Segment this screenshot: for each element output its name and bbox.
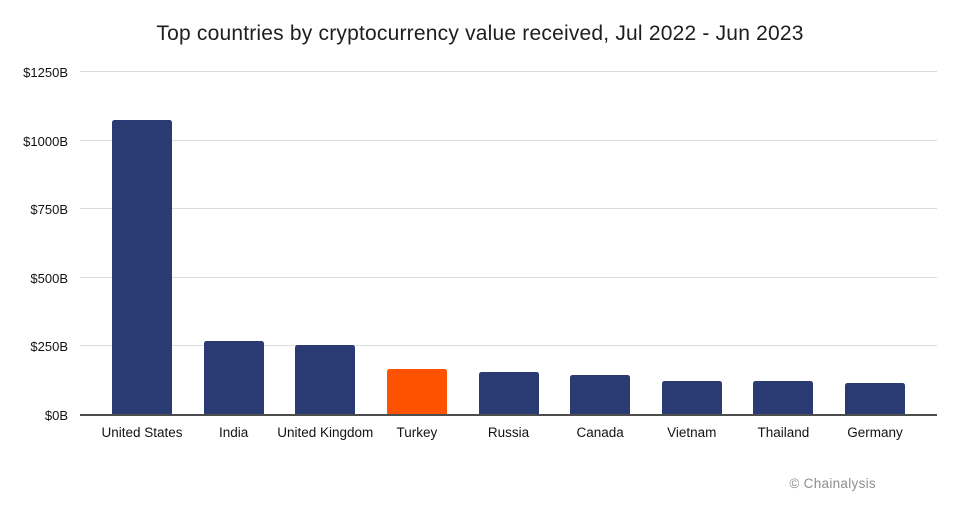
gridline	[80, 71, 937, 72]
x-tick-label: Thailand	[757, 425, 810, 440]
x-tick-label: United Kingdom	[277, 425, 374, 440]
bars: United States India United Kingdom Turkey Ru…	[80, 73, 937, 440]
bar-slot: United Kingdom	[277, 73, 373, 440]
bar-slot: Canada	[570, 73, 631, 440]
bar-slot: Turkey	[386, 73, 447, 440]
bar-united-states	[112, 120, 172, 414]
y-tick-label: $250B	[30, 339, 68, 355]
bar-turkey	[386, 368, 447, 414]
bar-united-kingdom	[295, 344, 356, 414]
gridline	[80, 276, 937, 278]
bar-vietnam	[661, 380, 722, 414]
gridline	[80, 345, 937, 347]
bar-germany	[845, 383, 905, 414]
y-tick-label: $750B	[30, 202, 68, 218]
bar-india	[203, 340, 264, 414]
gridline	[80, 208, 937, 210]
y-tick-label: $0B	[44, 408, 68, 423]
x-tick-label: Turkey	[396, 425, 438, 440]
y-tick-label: $500B	[30, 270, 68, 286]
bar-slot: United States	[101, 73, 183, 440]
plot-area: United States India United Kingdom Turkey Ru…	[80, 71, 937, 440]
bar-russia	[478, 371, 539, 414]
bar-slot: India	[203, 73, 264, 440]
bar-slot: Thailand	[753, 73, 814, 440]
x-tick-label: Canada	[576, 425, 624, 440]
x-tick-label: Germany	[847, 425, 903, 440]
x-tick-label: United States	[101, 425, 183, 440]
bar-slot: Germany	[845, 73, 905, 440]
x-tick-label: Russia	[487, 425, 530, 440]
bar-thailand	[753, 381, 814, 414]
y-tick-label: $1250B	[23, 65, 68, 80]
y-tick-label: $1000B	[23, 133, 68, 149]
bar-slot: Russia	[478, 73, 539, 440]
x-tick-label: Vietnam	[667, 425, 717, 440]
y-axis: $0B $250B $500B $750B $1000B $1250B	[0, 65, 68, 423]
gridline	[80, 139, 937, 141]
bar-canada	[570, 375, 631, 414]
chart-title: Top countries by cryptocurrency value re…	[156, 22, 804, 45]
x-tick-label: India	[218, 425, 249, 440]
bar-slot: Vietnam	[661, 73, 722, 440]
attribution: © Chainalysis	[789, 476, 876, 491]
